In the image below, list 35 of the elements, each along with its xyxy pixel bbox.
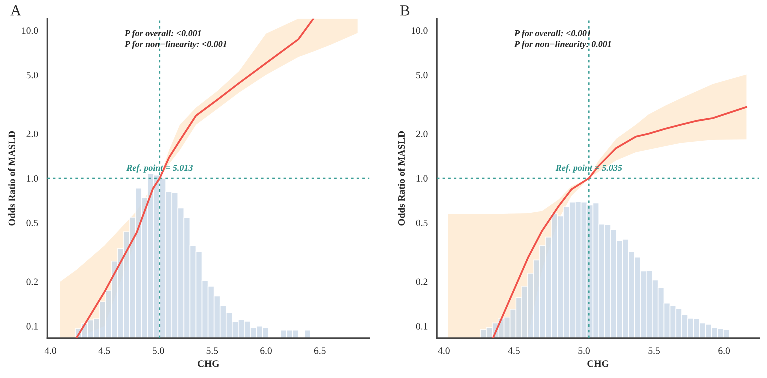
x-tick-label: 4.5 (508, 348, 520, 354)
annotation: P for overall: <0.001 P for non−linearity: <0.001 (124, 30, 227, 50)
x-tick-label: 4.0 (44, 348, 56, 354)
x-tick-label: 6.0 (260, 348, 272, 354)
y-axis-title: Odds Ratio of MASLD (398, 131, 406, 226)
x-tick-label: 6.5 (314, 348, 326, 354)
x-tick-label: 5.0 (578, 348, 590, 354)
x-tick-label: 4.5 (98, 348, 110, 354)
y-tick-label: 1.0 (27, 175, 38, 182)
x-axis-title: CHG (198, 360, 220, 368)
y-tick-label: 0.5 (26, 220, 38, 226)
y-tick-label: 5.0 (26, 72, 38, 79)
y-tick-label: 0.2 (416, 278, 428, 286)
x-axis-title: CHG (588, 360, 610, 368)
chart-title: B (400, 6, 410, 16)
y-tick-label: 0.1 (416, 323, 428, 330)
x-tick-label: 5.5 (206, 348, 218, 354)
annotation: P for overall: <0.001 P for non−linearity: 0.001 (514, 30, 612, 50)
y-tick-label: 0.1 (26, 323, 38, 330)
y-tick-label: 10.0 (412, 28, 428, 34)
y-axis-title: Odds Ratio of MASLD (8, 131, 16, 226)
y-tick-label: 2.0 (416, 130, 428, 138)
x-tick-label: 4.0 (438, 348, 450, 354)
x-tick-label: 6.0 (718, 348, 730, 354)
y-tick-label: 1.0 (416, 175, 428, 182)
chart-title: A (10, 6, 22, 16)
y-tick-label: 10.0 (22, 28, 38, 34)
y-tick-label: 0.5 (416, 220, 428, 226)
x-tick-label: 5.5 (648, 348, 660, 354)
line-series (76, 18, 315, 338)
y-tick-label: 0.2 (26, 278, 38, 286)
annotation: Ref. point = 5.035 (556, 164, 622, 173)
y-tick-label: 5.0 (416, 72, 428, 79)
x-tick-label: 5.0 (153, 348, 164, 354)
y-tick-label: 2.0 (26, 130, 38, 138)
